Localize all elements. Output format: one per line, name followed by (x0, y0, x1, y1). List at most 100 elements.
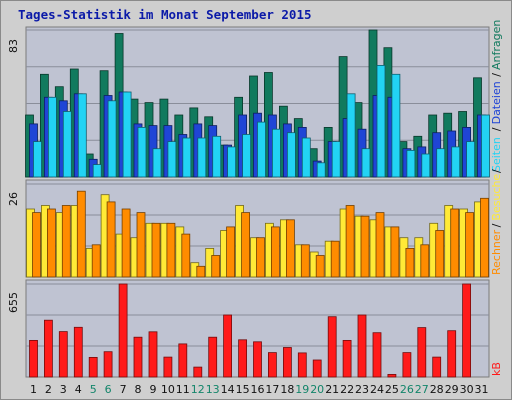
bar-kb-day-13 (208, 336, 218, 378)
legend-dateien: Dateien (490, 81, 503, 124)
bar-seiten-day-2 (48, 96, 57, 178)
x-tick-label: 26 (400, 383, 414, 396)
x-tick-label: 2 (45, 383, 52, 396)
bar-kb-day-11 (178, 343, 188, 378)
x-tick-label: 16 (251, 383, 265, 396)
bar-kb-day-16 (253, 341, 262, 378)
bar-seiten-day-21 (331, 141, 341, 178)
x-tick-label: 12 (191, 383, 205, 396)
x-tick-label: 1 (30, 383, 37, 396)
bar-rechner-day-5 (91, 244, 101, 278)
bar-kb-day-24 (372, 332, 382, 378)
x-tick-label: 24 (370, 383, 384, 396)
x-tick-label: 11 (176, 383, 190, 396)
bar-rechner-day-3 (61, 205, 71, 278)
bar-kb-day-7 (118, 283, 128, 378)
bar-seiten-day-5 (92, 164, 102, 178)
legend-separator: / (490, 223, 503, 227)
ymax-label-middle: 26 (7, 192, 20, 206)
ymax-label-bottom: 655 (7, 292, 20, 313)
bar-rechner-day-16 (256, 237, 265, 278)
bar-kb-day-10 (163, 356, 173, 378)
bar-kb-day-21 (327, 316, 337, 378)
bar-rechner-day-8 (136, 212, 146, 278)
x-tick-label: 4 (75, 383, 82, 396)
bar-rechner-day-13 (211, 255, 221, 278)
bar-kb-day-27 (417, 327, 427, 378)
bar-kb-day-3 (58, 331, 68, 378)
bar-seiten-day-4 (77, 93, 87, 178)
legend-anfragen: Anfragen (490, 20, 503, 70)
ymax-label-top: 83 (7, 39, 20, 53)
bar-rechner-day-25 (390, 226, 400, 278)
bar-kb-day-20 (312, 359, 322, 378)
bar-rechner-day-18 (285, 219, 295, 278)
bar-seiten-day-20 (316, 162, 326, 178)
bar-rechner-day-2 (47, 208, 56, 278)
bar-seiten-day-29 (451, 146, 461, 178)
bar-seiten-day-8 (137, 127, 147, 178)
legend-seiten: Seiten (490, 137, 503, 172)
bar-seiten-day-3 (62, 111, 72, 178)
bar-seiten-day-11 (182, 137, 192, 178)
bar-rechner-day-7 (121, 208, 131, 278)
bar-kb-day-5 (88, 356, 98, 378)
bar-rechner-day-1 (32, 212, 41, 278)
bar-kb-day-28 (432, 356, 442, 378)
x-tick-label: 18 (280, 383, 294, 396)
bar-seiten-day-27 (421, 153, 431, 178)
bar-rechner-day-22 (345, 205, 355, 278)
page-title: Tages-Statistik im Monat September 2015 (18, 7, 312, 22)
legend-besuche: Besuche (490, 174, 503, 221)
x-tick-label: 17 (265, 383, 279, 396)
x-tick-label: 6 (105, 383, 112, 396)
x-tick-label: 31 (475, 383, 489, 396)
bar-seiten-day-14 (227, 146, 237, 178)
bar-rechner-day-28 (435, 230, 445, 278)
bar-seiten-day-17 (271, 128, 281, 178)
bar-rechner-day-14 (226, 226, 236, 278)
bar-seiten-day-10 (167, 141, 177, 178)
bar-seiten-day-28 (436, 148, 446, 178)
bar-seiten-day-26 (406, 149, 416, 178)
bar-seiten-day-30 (466, 141, 476, 178)
x-tick-label: 21 (325, 383, 339, 396)
bar-kb-day-4 (73, 326, 83, 378)
bar-rechner-day-24 (375, 212, 385, 278)
bar-seiten-day-19 (301, 137, 311, 178)
bar-kb-day-1 (29, 339, 38, 378)
bar-seiten-day-31 (481, 114, 490, 178)
bar-rechner-day-6 (106, 201, 116, 278)
bar-kb-day-6 (103, 351, 113, 378)
bar-kb-day-17 (267, 352, 277, 378)
x-tick-label: 27 (415, 383, 429, 396)
bar-seiten-day-12 (197, 137, 207, 178)
x-tick-label: 19 (295, 383, 309, 396)
x-tick-label: 30 (460, 383, 474, 396)
bar-seiten-day-15 (242, 134, 252, 178)
bar-rechner-day-30 (465, 212, 475, 278)
bar-kb-day-9 (148, 331, 158, 378)
bar-seiten-day-13 (212, 135, 222, 178)
bar-seiten-day-16 (257, 121, 266, 178)
bar-kb-day-12 (193, 366, 203, 378)
x-tick-label: 25 (385, 383, 399, 396)
bar-rechner-day-31 (480, 197, 489, 278)
bar-kb-day-25 (387, 373, 397, 378)
bar-rechner-day-27 (420, 244, 430, 278)
bar-rechner-day-10 (166, 222, 176, 278)
bar-kb-day-22 (342, 339, 352, 378)
bar-seiten-day-23 (361, 148, 371, 178)
bar-rechner-day-4 (76, 190, 86, 278)
x-tick-label: 22 (340, 383, 354, 396)
bar-rechner-day-9 (151, 222, 161, 278)
x-tick-label: 28 (430, 383, 444, 396)
bar-seiten-day-18 (286, 132, 296, 178)
bar-seiten-day-25 (391, 73, 401, 178)
bar-kb-day-14 (223, 314, 233, 378)
x-tick-label: 5 (90, 383, 97, 396)
x-tick-label: 15 (236, 383, 250, 396)
bar-seiten-day-6 (107, 100, 117, 178)
bar-kb-day-18 (282, 347, 292, 378)
